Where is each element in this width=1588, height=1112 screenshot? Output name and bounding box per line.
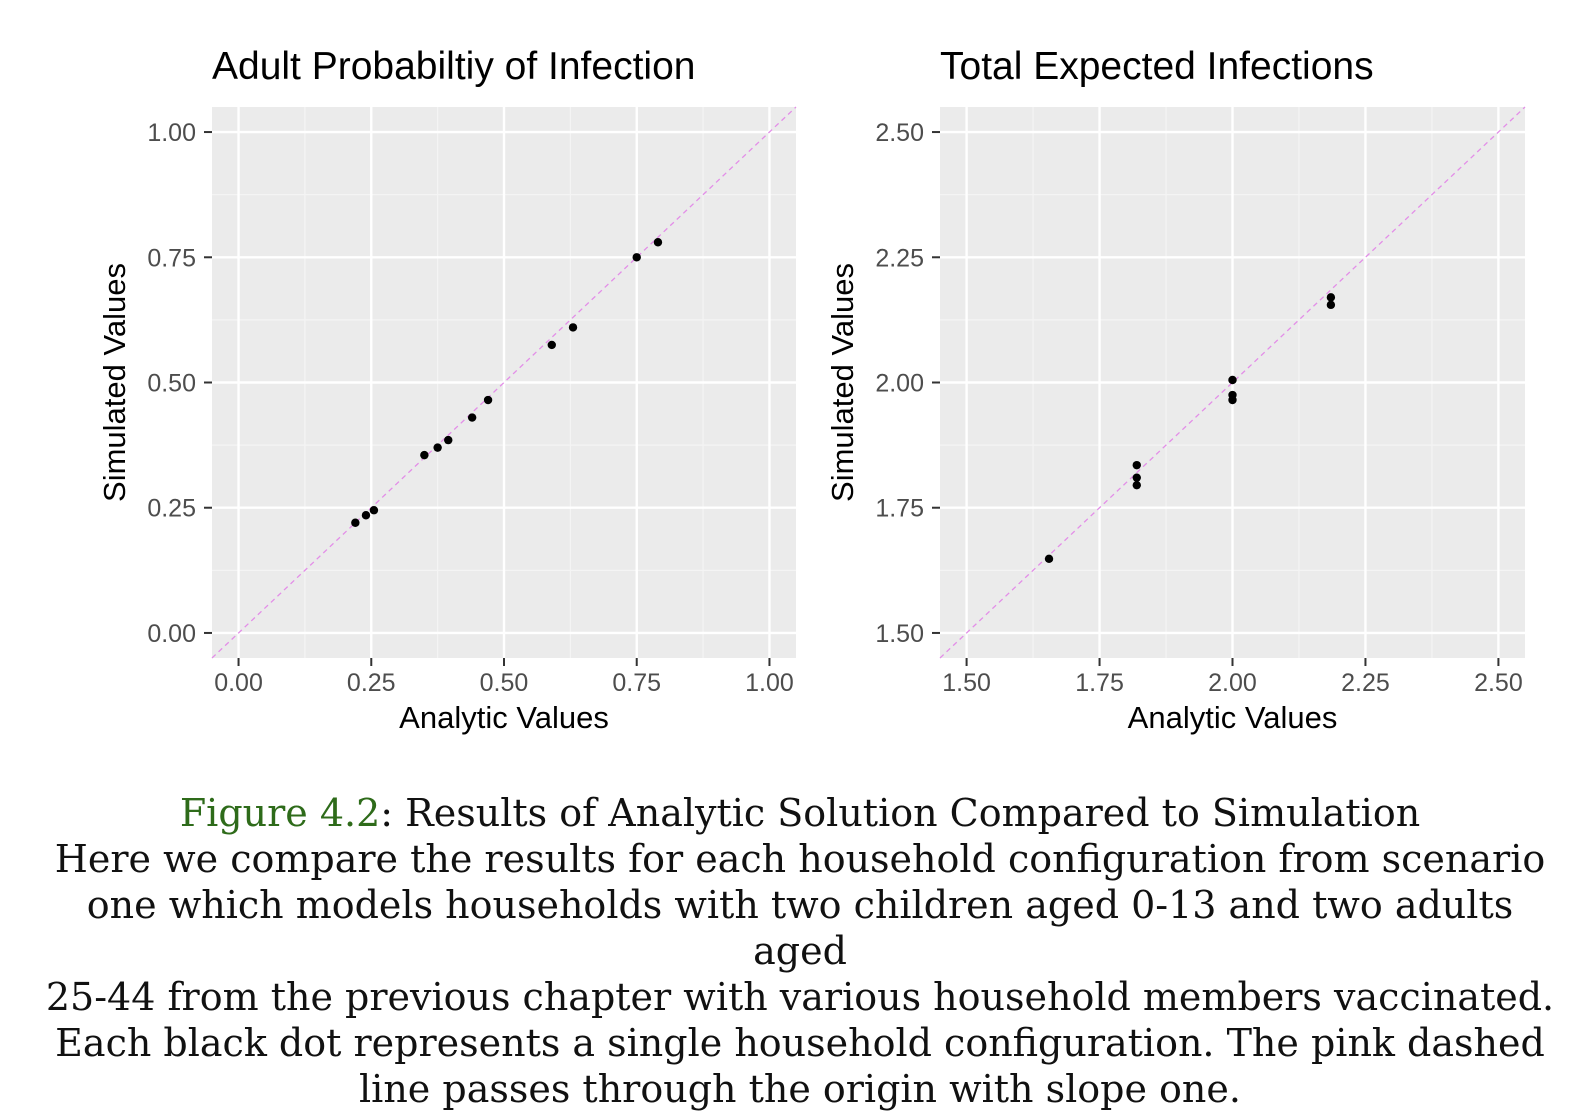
x-tick-label: 1.50: [942, 669, 991, 697]
data-point: [483, 395, 493, 405]
data-point: [361, 511, 371, 520]
data-point: [1044, 554, 1054, 564]
data-point: [433, 443, 442, 452]
x-tick-label: 0.25: [347, 669, 396, 697]
x-axis-label: Analytic Values: [1128, 700, 1338, 735]
x-tick-label: 0.50: [480, 669, 529, 697]
y-tick-label: 1.75: [875, 495, 924, 523]
caption-line-4: Each black dot represents a single house…: [55, 1021, 1545, 1065]
y-axis-label: Simulated Values: [97, 263, 132, 502]
x-tick-label: 1.75: [1075, 669, 1124, 697]
x-tick-label: 1.00: [745, 669, 794, 697]
chart-panel-2: 1.50 1.75 2.00 2.25 2.50 1.50 1.75 2.00 2.25 2.50…: [825, 45, 1526, 735]
data-point: [351, 518, 360, 527]
x-tick-label: 2.25: [1341, 669, 1390, 697]
data-point: [1132, 480, 1141, 490]
y-axis-label: Simulated Values: [825, 263, 860, 502]
data-point: [1132, 460, 1141, 470]
data-point: [1228, 375, 1237, 385]
data-point: [653, 238, 663, 247]
x-tick-label: 0.75: [612, 669, 661, 697]
figure-label: Figure 4.2: [179, 791, 381, 835]
caption-line-2: one which models households with two chi…: [86, 883, 1514, 973]
chart-title: Total Expected Infections: [940, 45, 1374, 88]
data-point: [444, 435, 453, 445]
y-tick-label: 0.00: [147, 620, 196, 648]
figure-caption: Figure 4.2: Results of Analytic Solution…: [40, 790, 1560, 1112]
y-tick-label: 2.50: [875, 119, 924, 147]
data-point: [1326, 300, 1336, 310]
y-tick-label: 0.25: [147, 495, 196, 523]
data-point: [568, 323, 578, 332]
chart-panel-1: 0.00 0.25 0.50 0.75 1.00 0.00 0.25 0.50 0.75 1.00…: [97, 45, 797, 735]
data-point: [1132, 473, 1141, 482]
y-tick-label: 0.50: [147, 370, 196, 398]
y-tick-label: 2.00: [875, 370, 924, 398]
caption-line-5: line passes through the origin with slop…: [359, 1067, 1241, 1111]
caption-title: : Results of Analytic Solution Compared …: [380, 791, 1421, 835]
y-tick-label: 0.75: [147, 244, 196, 272]
reference-line: [939, 106, 1526, 659]
reference-line: [211, 106, 797, 659]
x-tick-label: 2.50: [1474, 669, 1523, 697]
x-tick-label: 2.00: [1208, 669, 1257, 697]
y-tick-label: 1.50: [875, 620, 924, 648]
charts-figure: 0.00 0.25 0.50 0.75 1.00 0.00 0.25 0.50 0.75 1.00…: [97, 45, 1526, 735]
data-point: [547, 340, 556, 350]
data-point: [420, 450, 429, 460]
y-tick-label: 2.25: [875, 244, 924, 272]
caption-line-3: 25-44 from the previous chapter with var…: [45, 975, 1555, 1019]
chart-title: Adult Probabiltiy of Infection: [212, 45, 695, 88]
data-point: [467, 413, 477, 422]
x-tick-label: 0.00: [214, 669, 263, 697]
caption-title-line: Figure 4.2: Results of Analytic Solution…: [40, 790, 1560, 836]
data-point: [1326, 293, 1336, 302]
data-point: [632, 253, 641, 262]
x-axis-label: Analytic Values: [399, 700, 609, 735]
data-point: [369, 506, 379, 515]
y-tick-label: 1.00: [147, 119, 196, 147]
caption-line-1: Here we compare the results for each hou…: [54, 837, 1546, 881]
data-point: [1228, 395, 1237, 405]
